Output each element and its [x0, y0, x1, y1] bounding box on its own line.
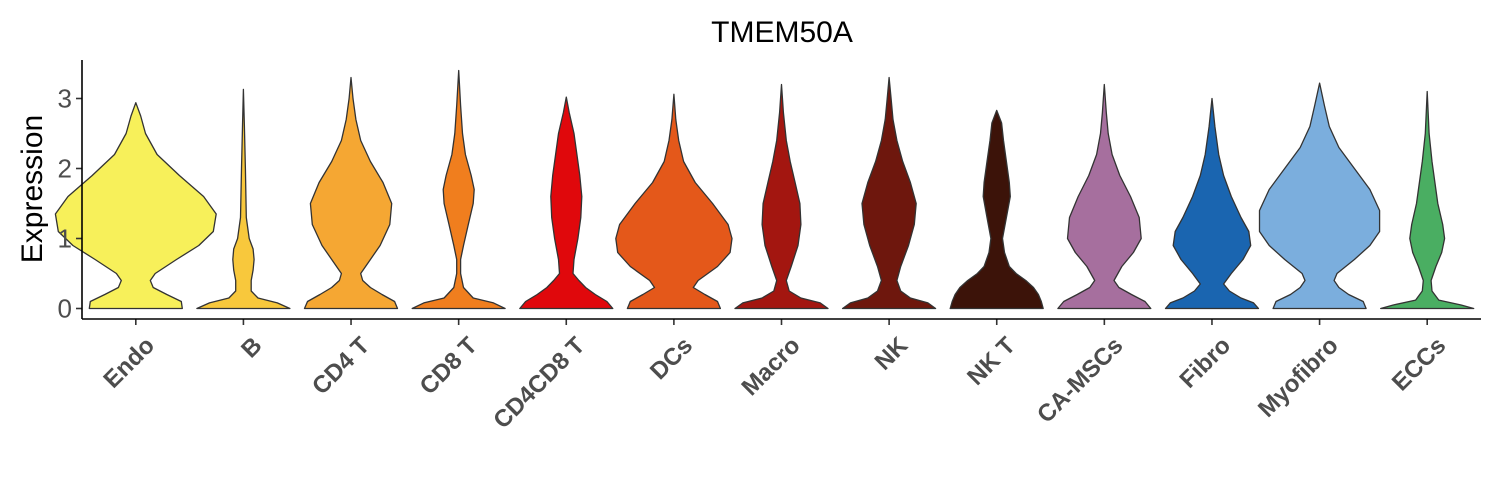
x-tick-label: Endo — [98, 332, 160, 394]
x-tick-label: Fibro — [1175, 332, 1237, 394]
x-tick-label: Macro — [737, 332, 806, 401]
violin-cd8-t — [411, 69, 506, 310]
x-tick-label: Myofibro — [1253, 332, 1344, 423]
violin-myofibro — [1258, 82, 1381, 310]
violin-endo — [54, 102, 217, 310]
violin-macro — [734, 83, 829, 310]
chart-title: TMEM50A — [711, 16, 853, 49]
violin-eccs — [1380, 90, 1475, 310]
y-tick-label: 0 — [58, 294, 72, 324]
x-tick-label: NK T — [962, 332, 1021, 391]
x-tick-label: NK — [870, 332, 914, 376]
violin-cd4-t — [303, 76, 399, 310]
violin-fibro — [1164, 97, 1260, 310]
violin-nk — [841, 76, 937, 310]
x-tick-label: DCs — [645, 332, 698, 385]
x-tick-label: CD4CD8 T — [488, 332, 590, 434]
x-axis-ticks: Endo B CD4 T CD8 T CD4CD8 T DCs Macro NK NK T CA-… — [98, 319, 1451, 434]
violin-nk-t — [949, 109, 1044, 310]
y-axis-label: Expression — [16, 115, 49, 263]
violin-cd4cd8-t — [519, 96, 614, 310]
y-tick-label: 1 — [58, 224, 72, 254]
violin-group — [54, 69, 1475, 310]
y-tick-label: 2 — [58, 154, 72, 184]
x-tick-label: ECCs — [1387, 332, 1451, 396]
violin-ca-mscs — [1057, 83, 1152, 310]
y-tick-label: 3 — [58, 84, 72, 114]
violin-dcs — [615, 93, 733, 310]
violin-b — [196, 88, 291, 310]
x-tick-label: B — [236, 332, 267, 363]
x-tick-label: CD8 T — [415, 332, 483, 400]
y-axis-ticks: 0 1 2 3 — [58, 84, 82, 324]
x-tick-label: CA-MSCs — [1032, 332, 1128, 428]
x-tick-label: CD4 T — [307, 332, 375, 400]
